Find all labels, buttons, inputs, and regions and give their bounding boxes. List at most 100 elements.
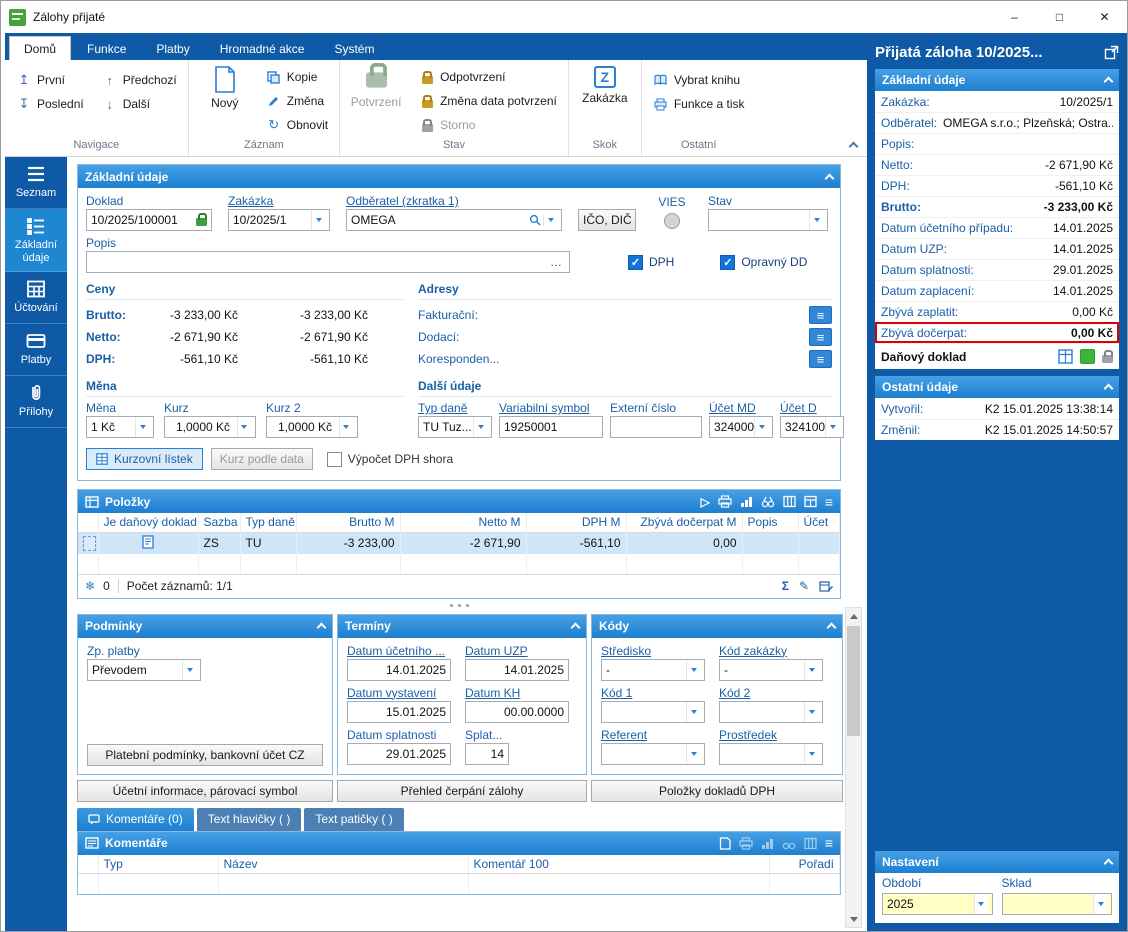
- scroll-thumb[interactable]: [847, 626, 860, 736]
- posledni-button[interactable]: ↧ Poslední: [12, 93, 88, 115]
- prehled-cerpani-button[interactable]: Přehled čerpání zálohy: [337, 779, 587, 802]
- scroll-up-icon[interactable]: [846, 608, 861, 624]
- zmena-button[interactable]: Změna: [262, 90, 332, 112]
- odberatel-label[interactable]: Odběratel (zkratka 1): [346, 194, 459, 208]
- mena-combo[interactable]: 1 Kč: [86, 416, 154, 438]
- splatnost-field[interactable]: 14: [465, 742, 509, 765]
- column-header[interactable]: Pořadí: [769, 854, 840, 874]
- kurz-podle-data-button[interactable]: Kurz podle data: [210, 448, 313, 470]
- collapse-chevron-icon[interactable]: [1103, 76, 1114, 87]
- edit-table-icon[interactable]: [819, 580, 833, 593]
- variabilni-symbol-label[interactable]: Variabilní symbol: [499, 401, 590, 415]
- snowflake-icon[interactable]: ❄: [85, 579, 96, 593]
- ribbon-collapse-chevron[interactable]: [848, 141, 859, 152]
- sidebar-item-uctovani[interactable]: Účtování: [5, 272, 67, 325]
- obnovit-button[interactable]: ↻ Obnovit: [262, 114, 332, 136]
- play-icon[interactable]: ▷: [700, 494, 710, 509]
- datum-uzp-label[interactable]: Datum UZP: [465, 643, 528, 658]
- kurz-combo[interactable]: 1,0000 Kč: [164, 416, 256, 438]
- sidebar-item-zakladni-udaje[interactable]: Základní údaje: [5, 209, 67, 273]
- typ-dane-label[interactable]: Typ daně: [418, 401, 468, 415]
- odpotvrzeni-button[interactable]: Odpotvrzení: [415, 66, 561, 88]
- dropdown-icon[interactable]: [1093, 894, 1107, 914]
- collapse-chevron-icon[interactable]: [1103, 858, 1114, 869]
- stredisko-combo[interactable]: -: [601, 658, 705, 681]
- prvni-button[interactable]: ↥ První: [12, 69, 88, 91]
- ribbon-tab-funkce[interactable]: Funkce: [87, 42, 127, 56]
- binoculars-search-icon[interactable]: [782, 837, 796, 850]
- zmena-data-potvrzeni-button[interactable]: Změna data potvrzení: [415, 90, 561, 112]
- address-menu-icon[interactable]: ≡: [809, 306, 832, 324]
- sidebar-item-seznam[interactable]: Seznam: [5, 157, 67, 209]
- columns-icon[interactable]: [804, 837, 817, 850]
- column-header[interactable]: Typ: [98, 854, 219, 874]
- typ-dane-combo[interactable]: TU Tuz...: [418, 416, 492, 438]
- ucet-d-combo[interactable]: 324100: [780, 416, 844, 438]
- datum-kh-field[interactable]: 00.00.0000: [465, 700, 569, 723]
- menu-icon[interactable]: ≡: [824, 493, 833, 510]
- zp-platby-combo[interactable]: Převodem: [87, 658, 201, 681]
- zakazka-label[interactable]: Zakázka: [228, 194, 274, 208]
- stav-combo[interactable]: [708, 209, 828, 231]
- dropdown-icon[interactable]: [686, 701, 700, 722]
- sum-icon[interactable]: Σ: [781, 579, 789, 593]
- referent-combo[interactable]: [601, 742, 705, 765]
- funkce-a-tisk-button[interactable]: Funkce a tisk: [649, 93, 749, 115]
- vypocet-dph-shora-checkbox[interactable]: ✓ Výpočet DPH shora: [326, 448, 453, 470]
- chart-icon[interactable]: [740, 495, 753, 508]
- kurz2-combo[interactable]: 1,0000 Kč: [266, 416, 358, 438]
- sklad-combo[interactable]: [1001, 893, 1112, 915]
- address-menu-icon[interactable]: ≡: [809, 350, 832, 368]
- dropdown-icon[interactable]: [338, 417, 353, 437]
- dropdown-icon[interactable]: [686, 743, 700, 764]
- datum-splatnosti-field[interactable]: 29.01.2025: [347, 742, 451, 765]
- zakazka-button[interactable]: Z Zakázka: [576, 63, 634, 139]
- dropdown-icon[interactable]: [804, 701, 818, 722]
- print-icon[interactable]: [718, 495, 732, 508]
- column-header[interactable]: Netto M: [400, 513, 527, 533]
- tax-doc-table-icon[interactable]: [1058, 349, 1073, 364]
- datum-ucetniho-field[interactable]: 14.01.2025: [347, 658, 451, 681]
- minimize-button[interactable]: –: [1011, 10, 1018, 24]
- dropdown-icon[interactable]: [804, 743, 818, 764]
- externi-cislo-field[interactable]: [610, 416, 702, 438]
- column-header[interactable]: Je daňový doklad: [98, 513, 199, 533]
- vybrat-knihu-button[interactable]: Vybrat knihu: [649, 69, 749, 91]
- prostredek-combo[interactable]: [719, 742, 823, 765]
- ico-dic-button[interactable]: IČO, DIČ: [578, 209, 636, 231]
- column-header[interactable]: Popis: [742, 513, 799, 533]
- collapse-chevron-icon[interactable]: [570, 622, 581, 633]
- tab-komentare[interactable]: Komentáře (0): [77, 807, 194, 831]
- referent-label[interactable]: Referent: [601, 727, 648, 742]
- row-selector-header[interactable]: [78, 513, 99, 533]
- row-selector[interactable]: [83, 535, 96, 551]
- kopie-button[interactable]: Kopie: [262, 66, 332, 88]
- column-header[interactable]: Zbývá dočerpat M: [626, 513, 743, 533]
- print-icon[interactable]: [739, 836, 753, 850]
- column-header[interactable]: Typ daně: [240, 513, 297, 533]
- collapse-chevron-icon[interactable]: [1103, 383, 1114, 394]
- ribbon-tab-platby[interactable]: Platby: [156, 42, 190, 56]
- address-menu-icon[interactable]: ≡: [809, 328, 832, 346]
- opravny-dd-checkbox[interactable]: ✓ Opravný DD: [720, 251, 807, 273]
- table-row-empty[interactable]: [78, 873, 840, 894]
- ellipsis-button[interactable]: …: [550, 255, 562, 269]
- column-header[interactable]: Název: [218, 854, 469, 874]
- dph-checkbox[interactable]: ✓ DPH: [628, 251, 674, 273]
- datum-vystaveni-field[interactable]: 15.01.2025: [347, 700, 451, 723]
- dropdown-icon[interactable]: [135, 417, 149, 437]
- collapse-chevron-icon[interactable]: [826, 622, 837, 633]
- collapse-chevron-icon[interactable]: [316, 622, 327, 633]
- variabilni-symbol-field[interactable]: 19250001: [499, 416, 603, 438]
- datum-vystaveni-label[interactable]: Datum vystavení: [347, 685, 437, 700]
- column-header[interactable]: DPH M: [526, 513, 627, 533]
- kod-zakazky-combo[interactable]: -: [719, 658, 823, 681]
- datum-ucetniho-label[interactable]: Datum účetního ...: [347, 643, 446, 658]
- column-header[interactable]: Účet: [798, 513, 840, 533]
- platebni-podminky-button[interactable]: Platební podmínky, bankovní účet CZ: [87, 743, 323, 766]
- vertical-scrollbar[interactable]: [845, 607, 862, 928]
- kod-2-combo[interactable]: [719, 700, 823, 723]
- doklad-field[interactable]: 10/2025/100001: [86, 209, 212, 231]
- ucet-md-label[interactable]: Účet MD: [709, 401, 756, 415]
- table-row-empty[interactable]: [78, 553, 840, 574]
